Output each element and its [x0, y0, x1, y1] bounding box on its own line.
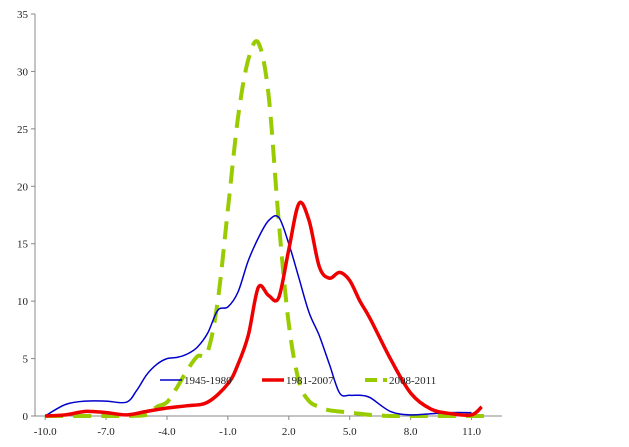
legend-label: 1981-2007: [286, 375, 334, 387]
y-tick-label: 5: [23, 354, 29, 366]
x-tick-label: -10.0: [34, 426, 57, 438]
series-line-2008-2011: [45, 39, 492, 418]
y-tick-label: 35: [17, 9, 29, 21]
legend-label: 1945-1980: [184, 375, 232, 387]
series-layer: [44, 39, 492, 418]
y-tick-label: 20: [17, 181, 29, 193]
legend-label: 2008-2011: [389, 375, 436, 387]
legend: 1945-1980 1981-2007 2008-2011: [160, 375, 436, 387]
x-tick-label: 5.0: [343, 426, 357, 438]
y-tick-label: 30: [17, 66, 29, 78]
y-tick-label: 15: [17, 239, 29, 251]
x-tick-label: 11.0: [462, 426, 481, 438]
x-tick-label: 2.0: [282, 426, 296, 438]
y-tick-label: 10: [17, 296, 29, 308]
x-tick-label: -7.0: [97, 426, 115, 438]
series-line-1981-2007: [45, 200, 483, 418]
x-tick-label: -4.0: [158, 426, 176, 438]
axes: 0 5 10 15 20 25 30 35 -10.0 -7.0 -4.0 -1.0 2.0 5.0 8.0…: [17, 9, 502, 438]
series-line-1945-1980: [44, 215, 472, 417]
y-tick-label: 25: [17, 124, 29, 136]
x-tick-label: -1.0: [219, 426, 237, 438]
x-tick-label: 8.0: [404, 426, 418, 438]
y-tick-label: 0: [23, 411, 29, 423]
